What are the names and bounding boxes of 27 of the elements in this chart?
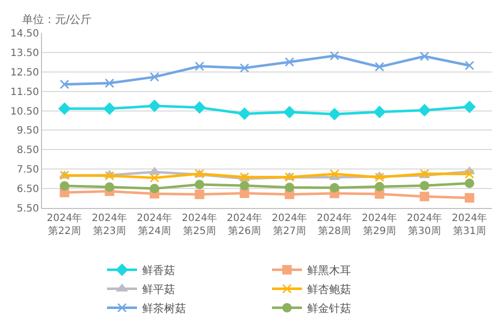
- legend-label: 鲜茶树菇: [142, 302, 186, 316]
- legend-label: 鲜黑木耳: [307, 264, 351, 278]
- y-tick-label: 13.50: [10, 48, 39, 59]
- x-tick-label: 2024年第24周: [136, 212, 172, 237]
- y-tick-label: 12.50: [10, 67, 39, 78]
- x-tick-label: 2024年第30周: [406, 212, 442, 237]
- y-tick-label: 9.50: [16, 126, 39, 137]
- text: 单位：元/公斤: [22, 13, 92, 26]
- x-tick-label: 2024年第29周: [362, 212, 398, 237]
- x-tick-label: 2024年第22周: [46, 212, 82, 237]
- y-tick-label: 6.50: [16, 184, 39, 196]
- legend-label: 鲜杏鲍菇: [307, 283, 351, 296]
- y-tick-label: 11.50: [10, 86, 39, 98]
- x-tick-label: 2024年第26周: [226, 212, 262, 237]
- x-tick-label: 2024年第25周: [182, 212, 218, 237]
- y-tick-label: 5.50: [16, 204, 39, 214]
- y-tick-label: 10.50: [10, 106, 39, 118]
- y-tick-label: 8.50: [16, 145, 39, 156]
- legend-label: 鲜平菇: [142, 283, 175, 296]
- y-tick-label: 14.50: [10, 28, 39, 40]
- x-tick-label: 2024年第27周: [272, 212, 308, 237]
- legend-label: 鲜香菇: [142, 264, 175, 278]
- x-tick-label: 2024年第31周: [452, 212, 488, 237]
- y-tick-label: 7.50: [16, 164, 39, 176]
- legend-label: 鲜金针菇: [307, 302, 351, 316]
- x-tick-label: 2024年第23周: [92, 212, 128, 237]
- x-tick-label: 2024年第28周: [316, 212, 352, 237]
